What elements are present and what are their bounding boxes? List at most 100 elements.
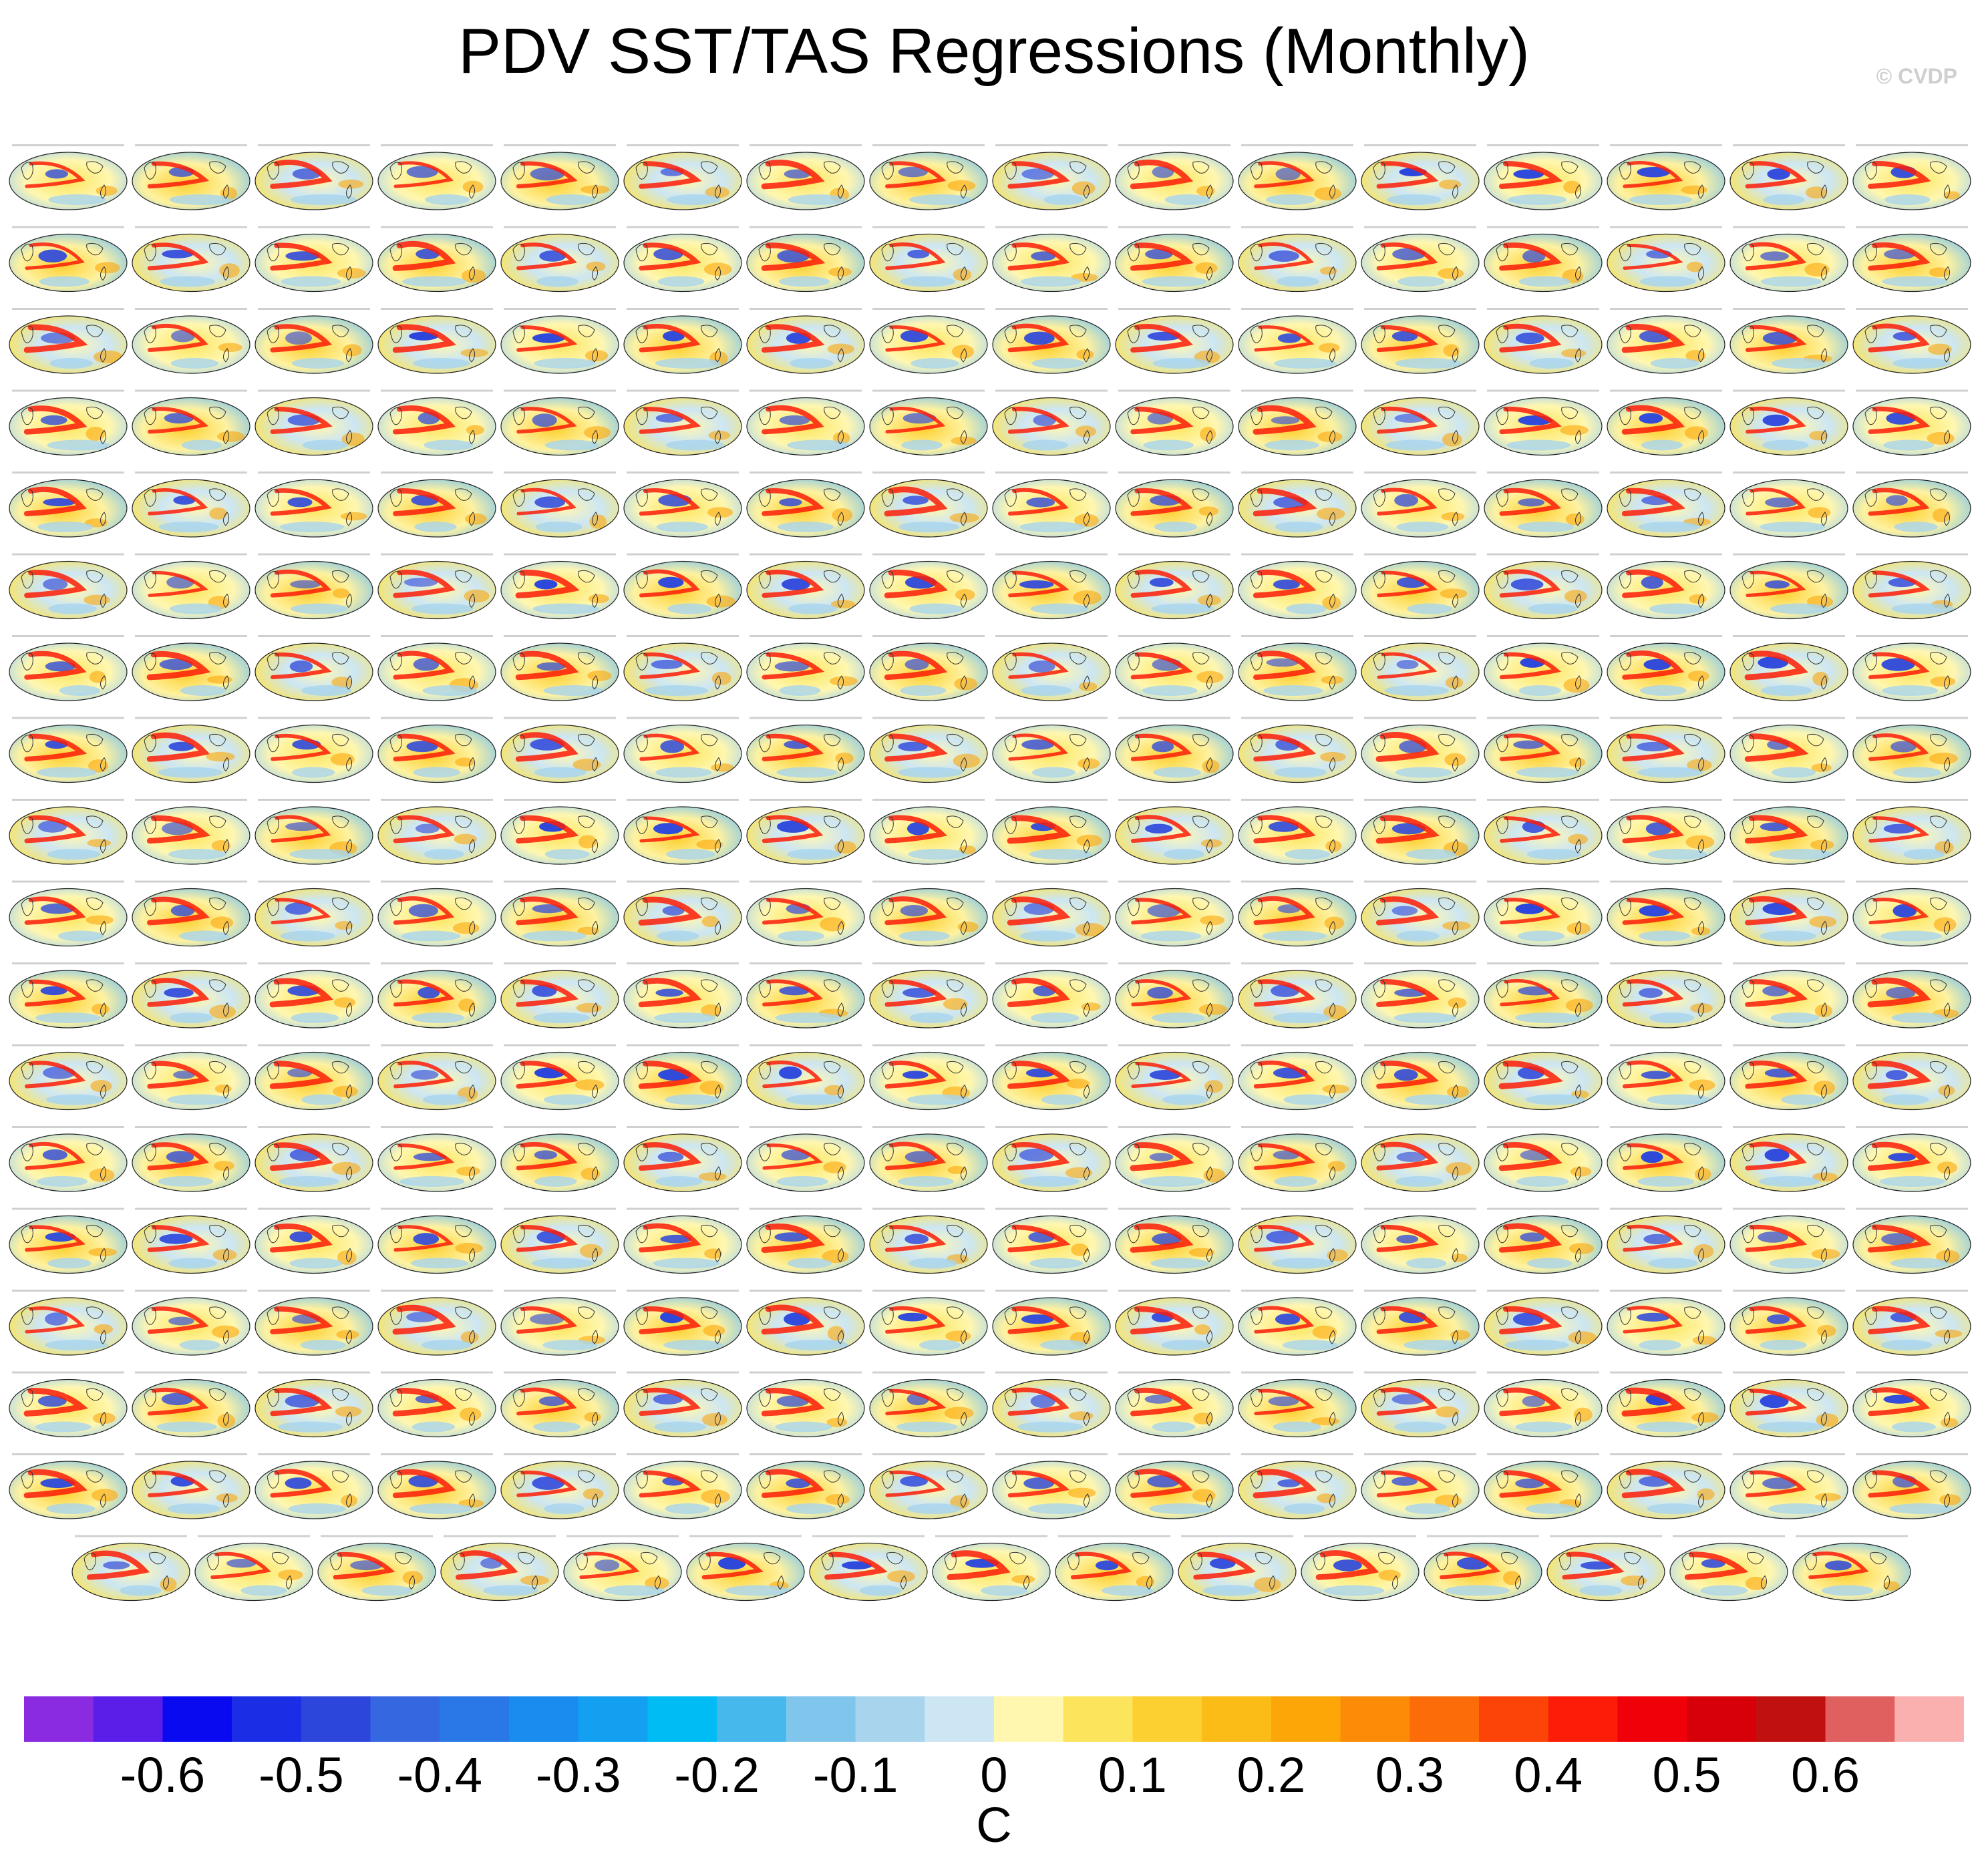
warm-anomaly-patch xyxy=(1684,426,1709,440)
cool-anomaly-patch xyxy=(292,767,335,778)
cold-anomaly-blob xyxy=(1396,660,1419,669)
cool-anomaly-patch xyxy=(1821,1585,1874,1596)
warm-anomaly-patch xyxy=(1443,344,1460,357)
map-border xyxy=(1238,970,1357,1029)
warm-anomaly-band xyxy=(23,1469,88,1499)
regression-map-panel xyxy=(255,1044,373,1111)
continent-outline xyxy=(1864,1224,1951,1263)
map-border xyxy=(132,1051,251,1111)
continent-outline xyxy=(144,1306,230,1344)
continent-outline xyxy=(635,570,721,608)
warm-anomaly-patch xyxy=(1254,1577,1281,1592)
panel-header-line xyxy=(1610,553,1722,556)
regression-map-panel xyxy=(9,553,128,620)
panel-header-line xyxy=(1118,472,1230,474)
regression-map-panel xyxy=(869,472,988,538)
map-border xyxy=(623,233,742,293)
regression-map-panel xyxy=(992,144,1111,210)
warm-anomaly-patch xyxy=(579,1244,603,1258)
map-border xyxy=(9,1215,128,1274)
continent-outline xyxy=(84,1551,170,1590)
warm-anomaly-band xyxy=(1254,1388,1315,1416)
map-border xyxy=(1607,724,1725,783)
continent-outline xyxy=(267,897,353,936)
map-border xyxy=(255,1378,373,1438)
cool-anomaly-patch xyxy=(653,1258,719,1269)
warm-anomaly-band xyxy=(1130,1223,1194,1253)
map-border xyxy=(377,1215,496,1274)
regression-map-panel xyxy=(1238,553,1357,620)
warm-anomaly-patch xyxy=(86,427,106,441)
panel-header-line xyxy=(1118,1126,1230,1128)
warm-anomaly-band xyxy=(516,325,578,352)
continent-outline xyxy=(1742,897,1828,936)
warm-anomaly-band xyxy=(1130,242,1194,271)
regression-map-panel xyxy=(500,1126,619,1192)
continent-outline xyxy=(1004,325,1090,363)
regression-map-panel xyxy=(132,1371,251,1438)
panel-header-line xyxy=(995,962,1108,964)
warm-anomaly-band xyxy=(1745,1224,1808,1252)
cool-anomaly-patch xyxy=(1529,358,1574,369)
warm-anomaly-patch xyxy=(333,588,350,598)
cold-anomaly-blob xyxy=(1765,497,1798,508)
warm-anomaly-band xyxy=(1131,979,1192,1006)
map-border xyxy=(1115,724,1234,783)
warm-anomaly-patch xyxy=(1438,180,1462,190)
colorbar-bin xyxy=(440,1696,510,1742)
panel-header-line xyxy=(1733,1207,1845,1210)
warm-anomaly-band xyxy=(270,407,333,434)
map-border xyxy=(255,152,373,210)
cool-anomaly-patch xyxy=(1762,439,1809,451)
warm-anomaly-patch xyxy=(333,997,356,1008)
warm-anomaly-band xyxy=(701,1551,764,1579)
panel-header-line xyxy=(12,472,124,474)
cool-anomaly-patch xyxy=(1387,194,1442,205)
warm-anomaly-patch xyxy=(1691,926,1711,936)
warm-anomaly-band xyxy=(1130,1306,1194,1335)
cool-anomaly-patch xyxy=(1445,1585,1510,1596)
regression-map-panel xyxy=(1361,799,1480,865)
panel-header-line xyxy=(258,1453,370,1455)
panel-header-line xyxy=(1856,717,1968,719)
cool-anomaly-patch xyxy=(1030,1012,1080,1023)
continent-outline xyxy=(1864,815,1951,854)
cool-anomaly-patch xyxy=(1019,1176,1080,1187)
regression-map-panel xyxy=(1484,962,1603,1029)
warm-anomaly-band xyxy=(516,242,577,270)
continent-outline xyxy=(881,897,967,936)
regression-map-panel xyxy=(377,389,496,456)
cold-anomaly-blob xyxy=(159,1234,193,1244)
cool-anomaly-patch xyxy=(1276,276,1319,287)
continent-outline xyxy=(512,406,599,445)
warm-anomaly-patch xyxy=(1812,671,1829,686)
warm-anomaly-band xyxy=(639,242,701,271)
regression-map-panel xyxy=(1607,144,1725,210)
cool-anomaly-patch xyxy=(1283,1094,1334,1105)
continent-outline xyxy=(1864,242,1951,281)
cool-anomaly-patch xyxy=(776,767,838,778)
warm-anomaly-patch xyxy=(209,1004,236,1019)
panel-header-line xyxy=(12,635,124,637)
warm-anomaly-patch xyxy=(87,839,112,848)
continent-outline xyxy=(267,1306,353,1344)
cool-anomaly-patch xyxy=(663,1340,723,1350)
cold-anomaly-blob xyxy=(1510,578,1544,591)
panel-header-line xyxy=(627,308,739,310)
colorbar-tick-label: 0.6 xyxy=(1791,1747,1860,1803)
continent-outline xyxy=(1127,406,1213,445)
regression-map-panel xyxy=(377,962,496,1029)
continent-outline xyxy=(512,242,599,281)
continent-outline xyxy=(881,1470,967,1508)
panel-header-line xyxy=(1364,308,1476,310)
colorbar-bin xyxy=(647,1696,717,1742)
cool-anomaly-patch xyxy=(909,194,973,205)
panel-header-line xyxy=(995,717,1108,719)
map-border xyxy=(623,397,742,456)
regression-map-panel xyxy=(869,1126,988,1192)
regression-map-panel xyxy=(9,144,128,210)
regression-map-panel xyxy=(1238,1453,1357,1519)
regression-map-panel xyxy=(623,1453,742,1519)
continent-outline xyxy=(1127,1306,1213,1344)
warm-anomaly-band xyxy=(1500,898,1560,925)
